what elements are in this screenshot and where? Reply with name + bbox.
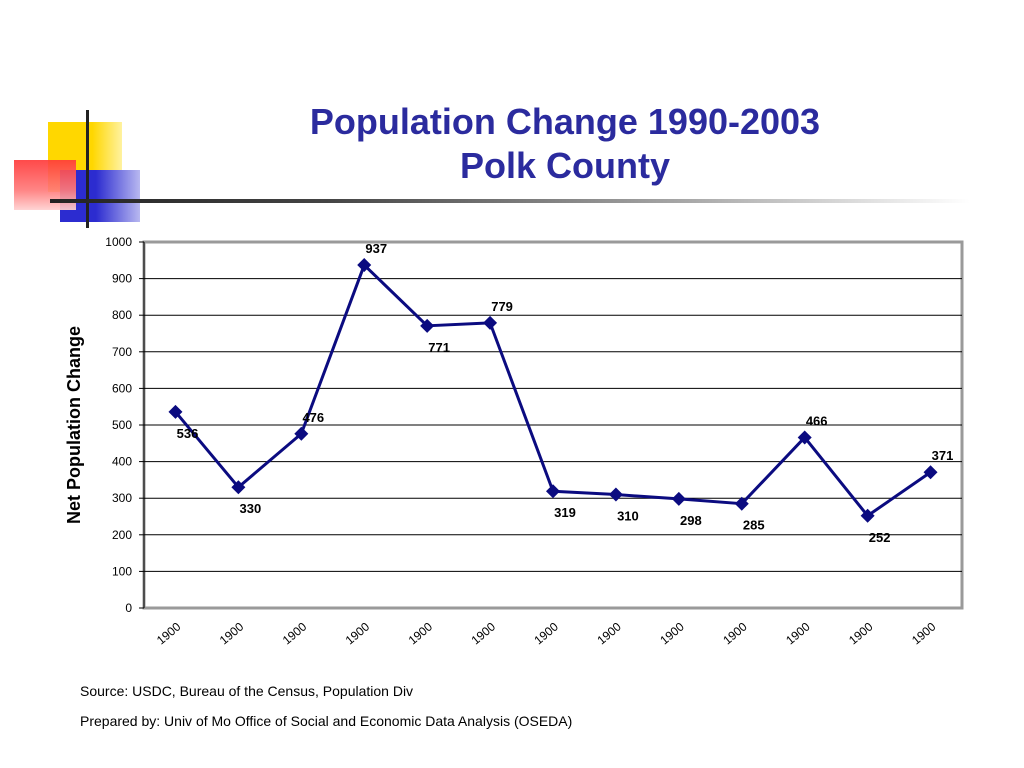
data-point xyxy=(923,465,938,480)
prepared-by-note: Prepared by: Univ of Mo Office of Social… xyxy=(80,713,573,729)
x-tick-label: 1900 xyxy=(783,619,813,647)
source-note: Source: USDC, Bureau of the Census, Popu… xyxy=(80,683,414,699)
x-tick-label: 1900 xyxy=(154,619,184,647)
decorative-horizontal-rule xyxy=(50,199,970,203)
x-tick-label: 1900 xyxy=(720,619,750,647)
data-label: 319 xyxy=(554,505,576,520)
data-point xyxy=(483,315,498,330)
x-tick-label: 1900 xyxy=(280,619,310,647)
y-tick-label: 700 xyxy=(112,345,132,359)
data-point xyxy=(860,508,875,523)
page-title: Population Change 1990-2003 Polk County xyxy=(200,100,930,188)
data-point xyxy=(608,487,623,502)
data-point xyxy=(671,491,686,506)
y-tick-label: 800 xyxy=(112,308,132,322)
data-label: 252 xyxy=(869,530,891,545)
data-label: 371 xyxy=(932,448,954,463)
title-line-2: Polk County xyxy=(459,145,670,186)
data-label: 285 xyxy=(743,518,765,533)
decorative-vertical-line xyxy=(86,110,89,228)
data-label: 476 xyxy=(302,410,324,425)
data-point xyxy=(420,318,435,333)
data-label: 771 xyxy=(428,340,450,355)
x-tick-label: 1900 xyxy=(594,619,624,647)
data-point xyxy=(546,484,560,499)
y-tick-label: 300 xyxy=(112,491,132,505)
y-tick-label: 1000 xyxy=(105,235,132,249)
data-point xyxy=(294,426,309,441)
y-tick-label: 900 xyxy=(112,272,132,286)
y-tick-label: 600 xyxy=(112,381,132,395)
data-label: 536 xyxy=(177,426,199,441)
y-axis-label: Net Population Change xyxy=(64,326,84,524)
data-label: 779 xyxy=(491,299,513,314)
x-tick-label: 1900 xyxy=(469,619,499,647)
data-label: 330 xyxy=(240,501,262,516)
x-tick-label: 1900 xyxy=(846,619,876,647)
x-tick-label: 1900 xyxy=(531,619,561,647)
data-point xyxy=(357,258,372,273)
data-label: 310 xyxy=(617,509,639,524)
title-line-1: Population Change 1990-2003 xyxy=(309,101,821,142)
data-point xyxy=(231,480,246,495)
x-tick-label: 1900 xyxy=(343,619,373,647)
y-tick-label: 200 xyxy=(112,528,132,542)
x-tick-label: 1900 xyxy=(406,619,436,647)
y-tick-label: 400 xyxy=(112,455,132,469)
data-point xyxy=(734,496,749,511)
y-tick-label: 0 xyxy=(125,601,132,615)
y-tick-label: 500 xyxy=(112,418,132,432)
x-tick-label: 1900 xyxy=(657,619,687,647)
data-label: 466 xyxy=(806,413,828,428)
x-tick-label: 1900 xyxy=(217,619,247,647)
data-label: 937 xyxy=(365,241,387,256)
data-point xyxy=(797,430,812,445)
y-tick-label: 100 xyxy=(112,564,132,578)
x-tick-label: 1900 xyxy=(909,619,939,647)
data-label: 298 xyxy=(680,513,702,528)
data-point xyxy=(168,404,183,419)
